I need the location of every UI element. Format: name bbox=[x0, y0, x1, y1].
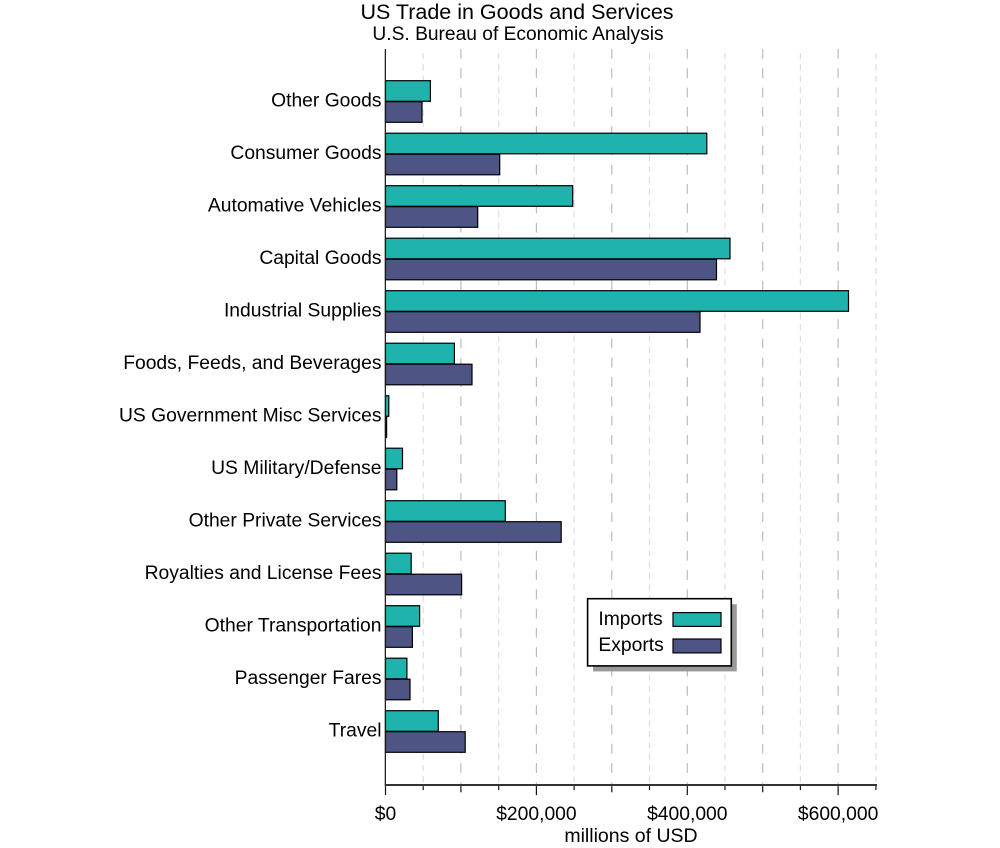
svg-text:Imports: Imports bbox=[598, 609, 662, 630]
svg-text:US Government Misc Services: US Government Misc Services bbox=[119, 405, 382, 426]
svg-text:US Trade in Goods and Services: US Trade in Goods and Services bbox=[360, 0, 673, 24]
svg-text:Foods, Feeds, and Beverages: Foods, Feeds, and Beverages bbox=[123, 353, 381, 374]
svg-text:Passenger Fares: Passenger Fares bbox=[235, 668, 382, 689]
svg-text:Consumer Goods: Consumer Goods bbox=[230, 143, 381, 164]
svg-text:Capital Goods: Capital Goods bbox=[259, 248, 381, 269]
svg-text:$400,000: $400,000 bbox=[647, 804, 727, 825]
svg-text:U.S. Bureau of Economic Analys: U.S. Bureau of Economic Analysis bbox=[372, 24, 663, 45]
svg-text:Royalties and License Fees: Royalties and License Fees bbox=[145, 563, 382, 584]
svg-text:Exports: Exports bbox=[598, 635, 663, 656]
svg-text:Other Private Services: Other Private Services bbox=[189, 510, 382, 531]
svg-text:Automative Vehicles: Automative Vehicles bbox=[208, 195, 382, 216]
svg-text:Travel: Travel bbox=[329, 720, 382, 741]
svg-text:Other Transportation: Other Transportation bbox=[205, 615, 382, 636]
svg-text:$600,000: $600,000 bbox=[798, 804, 878, 825]
svg-text:Industrial Supplies: Industrial Supplies bbox=[224, 300, 382, 321]
svg-text:millions of USD: millions of USD bbox=[564, 825, 697, 847]
svg-text:US Military/Defense: US Military/Defense bbox=[211, 458, 381, 479]
svg-text:$200,000: $200,000 bbox=[496, 804, 576, 825]
svg-text:Other Goods: Other Goods bbox=[271, 90, 381, 111]
svg-text:$0: $0 bbox=[375, 804, 396, 825]
